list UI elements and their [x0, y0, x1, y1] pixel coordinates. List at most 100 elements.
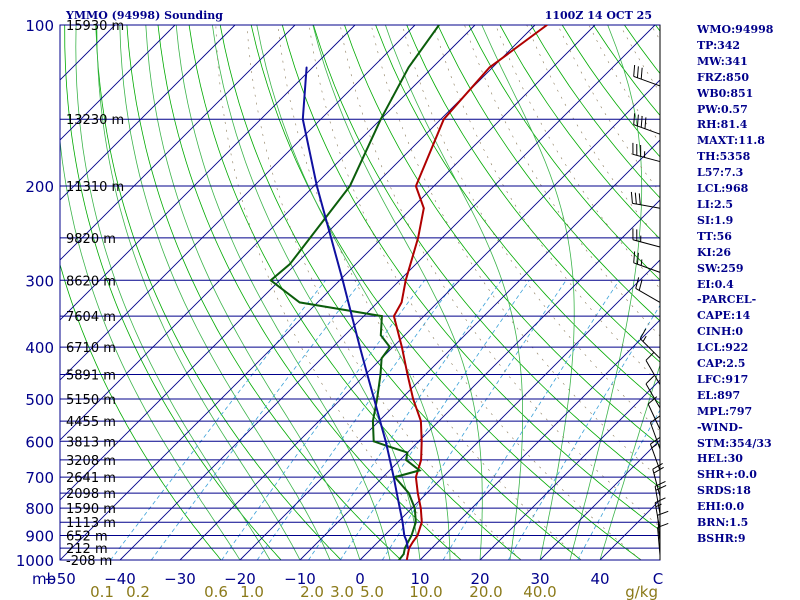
- index-value: KI:26: [697, 245, 732, 259]
- wind-barb: [657, 510, 669, 544]
- temperature-tick-label: −30: [164, 570, 196, 588]
- wind-barb-feather: [630, 191, 633, 204]
- parcel-point: [384, 440, 387, 443]
- index-value: LI:2.5: [697, 197, 734, 211]
- temperature-tick-label: −10: [284, 570, 316, 588]
- dewpoint-point: [372, 440, 375, 443]
- index-value: RH:81.4: [697, 118, 748, 132]
- isotherm: [479, 379, 660, 560]
- index-value: HEL:30: [697, 452, 743, 466]
- sounding-time: 1100Z 14 OCT 25: [545, 9, 652, 22]
- parcel-point: [351, 315, 353, 317]
- dewpoint-point: [438, 25, 440, 26]
- dry-adiabat: [188, 25, 522, 560]
- pressure-tick-label: 100: [25, 17, 54, 35]
- height-label: 6710 m: [66, 341, 116, 356]
- wind-barb-shaft: [633, 75, 661, 87]
- index-value: TT:56: [697, 229, 732, 243]
- index-value: MAXT:11.8: [697, 134, 765, 148]
- dewpoint-point: [418, 469, 421, 472]
- isotherm: [299, 199, 660, 560]
- height-label: 3208 m: [66, 454, 116, 469]
- wind-barb-feather: [633, 113, 636, 125]
- wind-barb-shaft: [649, 422, 661, 450]
- dry-adiabat: [60, 263, 222, 560]
- isotherm: [119, 25, 656, 560]
- pressure-tick-label: 600: [25, 433, 54, 451]
- wind-barb-feather: [636, 252, 639, 265]
- wind-barb: [645, 351, 661, 385]
- index-value: STM:354/33: [697, 436, 772, 450]
- height-label: 652 m: [66, 530, 108, 545]
- dewpoint-point: [298, 301, 301, 304]
- mixing-ratio-line: [221, 280, 425, 560]
- wind-barb-shaft: [654, 486, 661, 514]
- mixing-ratio-label: 0.1: [90, 583, 114, 600]
- temperature-point: [416, 492, 419, 495]
- height-label: 2098 m: [66, 487, 116, 502]
- mixing-ratio-line: [256, 280, 457, 560]
- index-value: MW:341: [697, 54, 748, 68]
- mixing-ratio-label: 40.0: [523, 583, 556, 600]
- wind-barb-feather: [636, 114, 639, 127]
- dewpoint-point: [413, 507, 416, 510]
- height-label: 4455 m: [66, 415, 116, 430]
- wind-barb-shaft: [645, 383, 661, 409]
- wind-barb-feather: [645, 351, 655, 361]
- wind-barb-feather: [639, 328, 647, 339]
- chart-title: YMMO (94998) Sounding: [65, 9, 223, 22]
- index-value: CAP:2.5: [697, 357, 746, 371]
- index-value: SI:1.9: [697, 213, 734, 227]
- parcel-line: [301, 67, 409, 549]
- index-value: SRDS:18: [697, 484, 751, 498]
- temperature-tick-label: 20: [470, 570, 489, 588]
- mixing-ratio-label: 5.0: [360, 583, 384, 600]
- wind-barb-shaft: [632, 202, 661, 209]
- parcel-point: [330, 237, 332, 239]
- virtual-adiabat: [308, 25, 642, 560]
- wind-barb-shaft: [657, 515, 661, 544]
- pressure-tick-label: 200: [25, 178, 54, 196]
- dewpoint-point: [309, 237, 311, 239]
- wind-barb: [652, 463, 664, 497]
- dewpoint-point: [381, 315, 383, 317]
- parcel-point: [341, 279, 344, 282]
- dewpoint-point: [372, 420, 374, 422]
- dewpoint-point: [389, 346, 391, 348]
- dewpoint-point: [406, 451, 409, 454]
- dewpoint-point: [379, 334, 382, 337]
- wind-barb: [633, 113, 661, 135]
- moist-adiabat: [175, 25, 391, 560]
- dewpoint-point: [269, 279, 272, 282]
- temperature-tick-label: 40: [590, 570, 609, 588]
- isotherm: [539, 439, 660, 560]
- index-value: FRZ:850: [697, 70, 750, 84]
- wind-barb-shaft: [652, 469, 661, 497]
- wind-barb-feather: [634, 192, 637, 205]
- temperature-tick-label: 10: [410, 570, 429, 588]
- pressure-tick-label: 900: [25, 528, 54, 546]
- temperature-point: [405, 559, 408, 560]
- height-label: 5150 m: [66, 393, 116, 408]
- wind-barb-shaft: [649, 443, 661, 471]
- isotherm: [60, 25, 236, 201]
- index-value: TP:342: [697, 38, 741, 52]
- wind-barb-feather: [650, 437, 661, 445]
- parcel-point: [405, 539, 408, 542]
- temperature-point: [415, 476, 417, 478]
- parcel-point: [392, 476, 395, 478]
- isotherm: [60, 25, 176, 141]
- dewpoint-point: [398, 559, 400, 560]
- parcel-point: [316, 185, 318, 188]
- wind-barb-feather: [647, 396, 658, 405]
- wind-barb: [639, 328, 661, 359]
- temperature-point: [415, 185, 417, 188]
- temperature-point: [416, 534, 419, 537]
- height-label: 1113 m: [66, 516, 116, 531]
- wind-barb-half-feather: [651, 443, 658, 449]
- temperature-tick-label: −20: [224, 570, 256, 588]
- temperature-point: [401, 346, 403, 348]
- wind-barb-shaft: [639, 338, 661, 359]
- height-label: 212 m: [66, 542, 108, 557]
- index-value: LFC:917: [697, 372, 749, 386]
